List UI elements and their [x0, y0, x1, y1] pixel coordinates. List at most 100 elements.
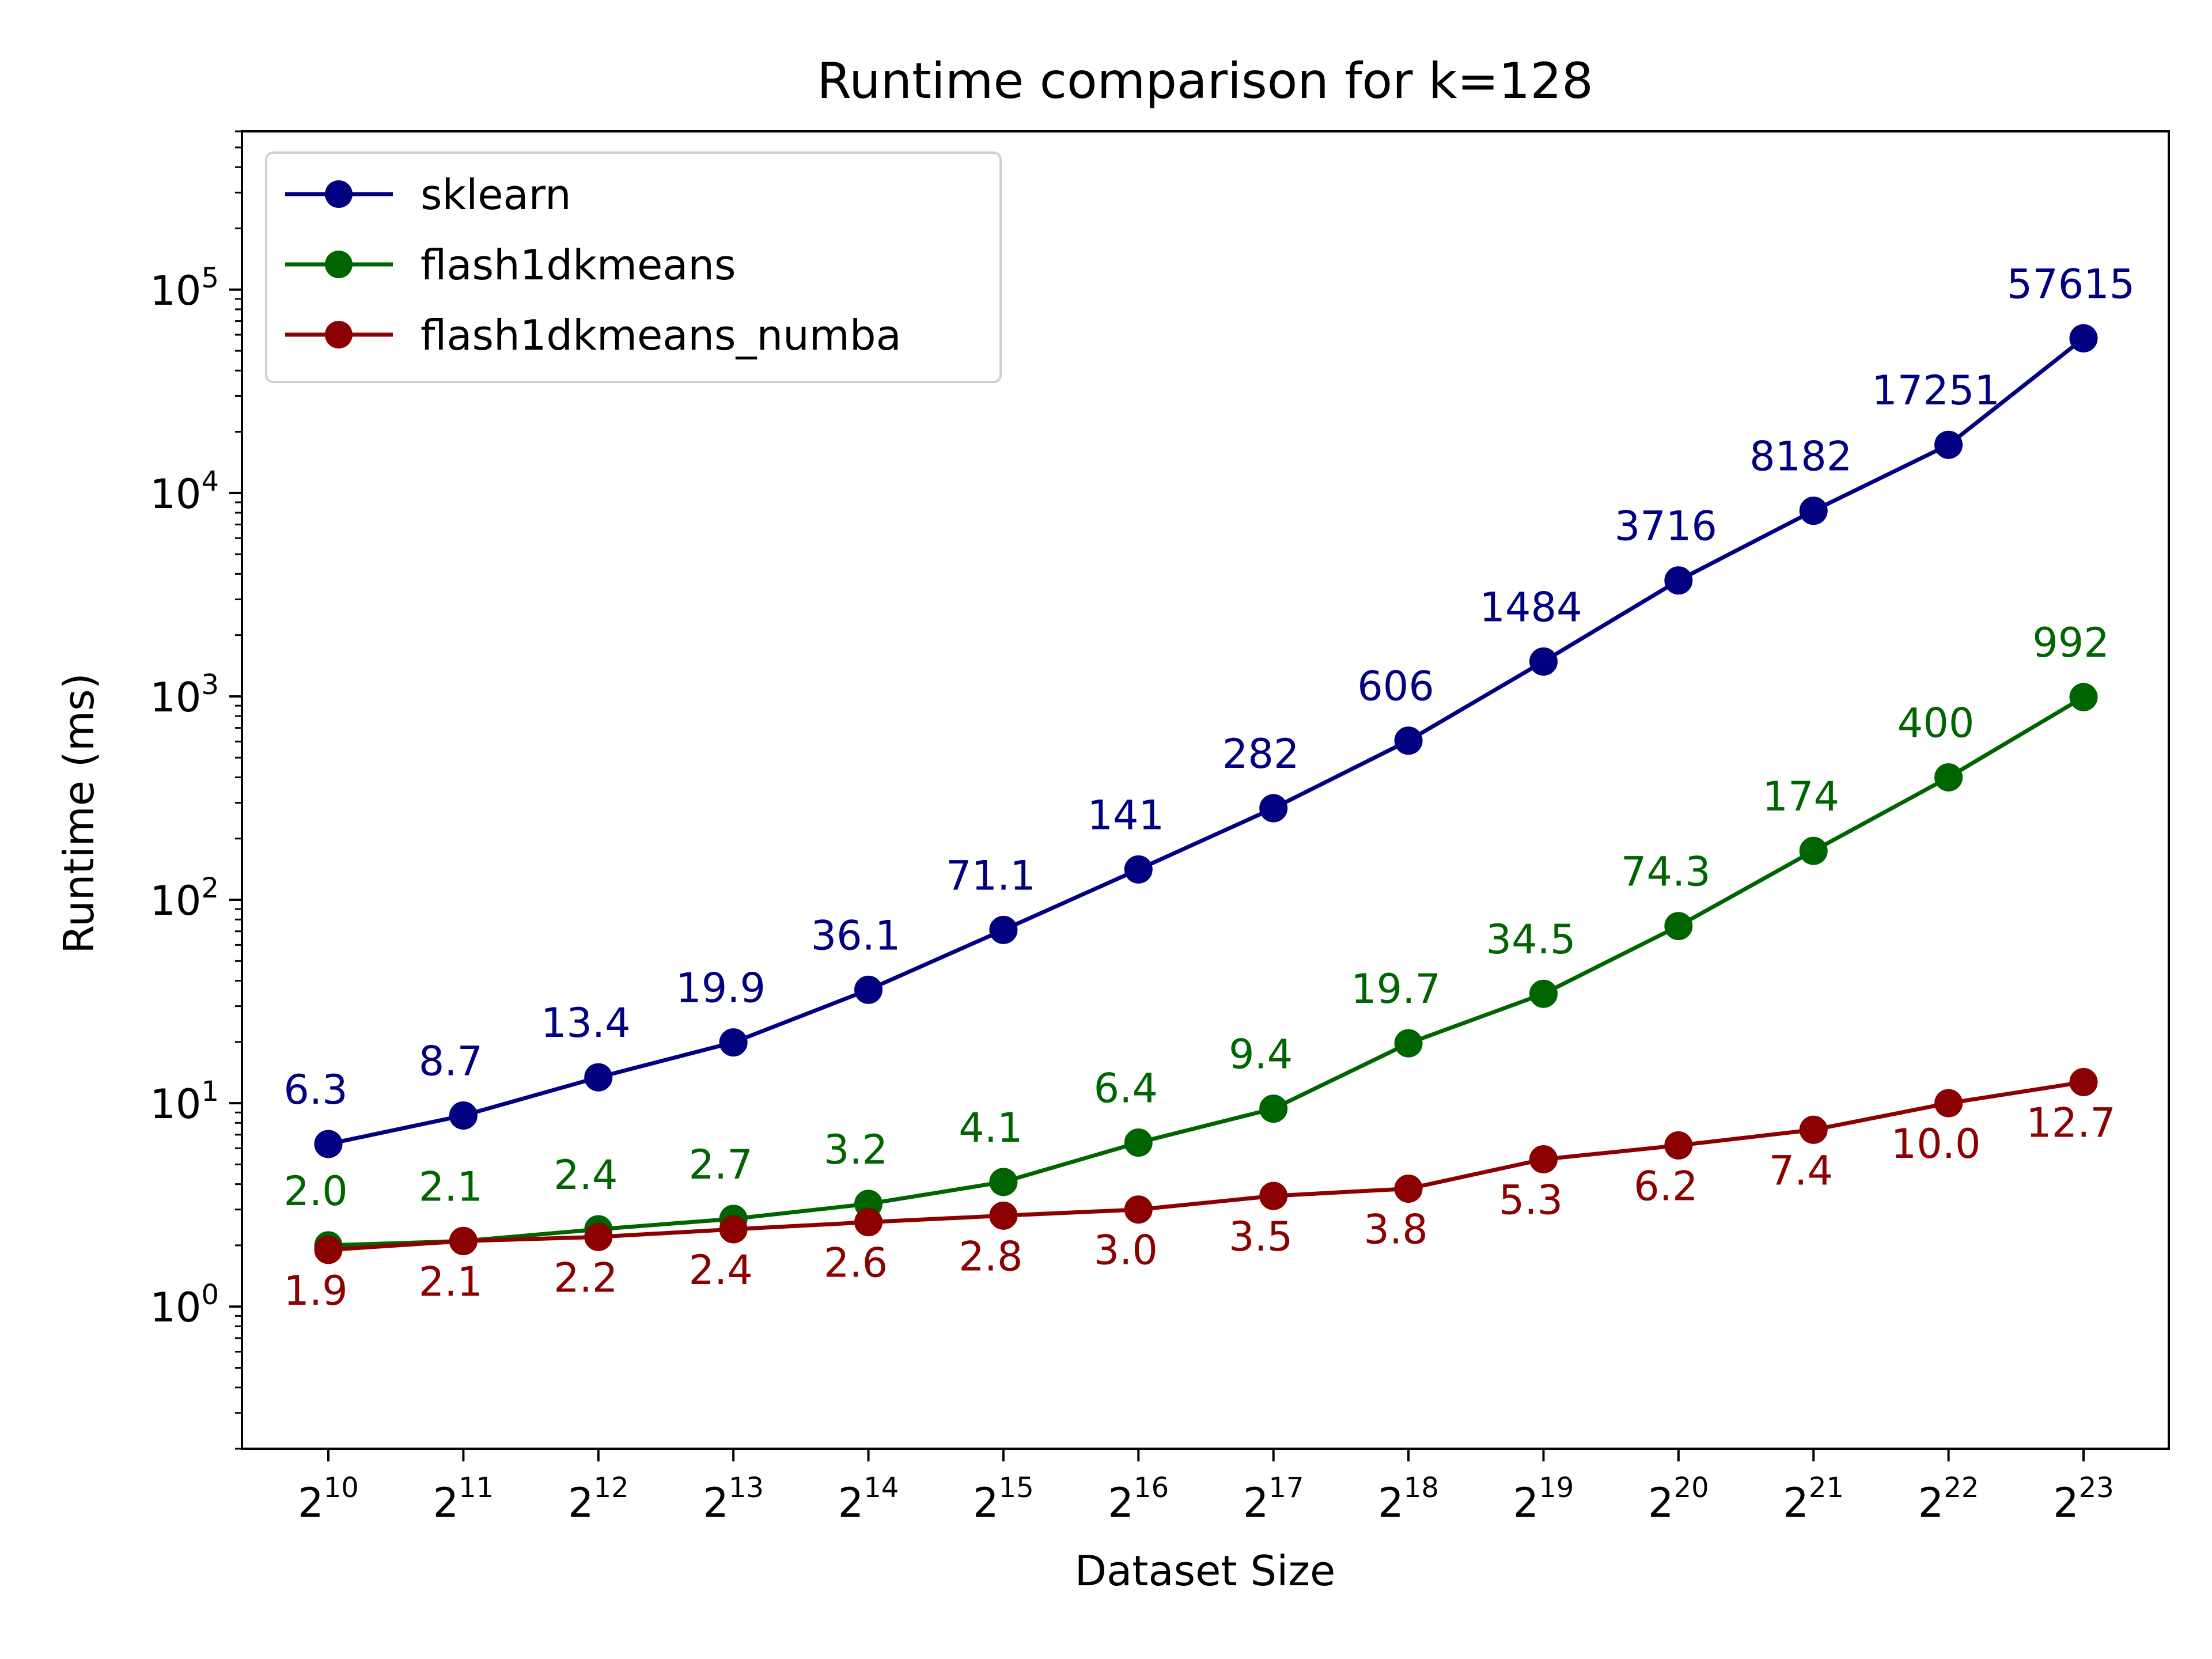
data-label: 74.3 [1621, 849, 1711, 896]
x-tick-label: 221 [1783, 1472, 1844, 1527]
data-label: 2.0 [283, 1168, 347, 1215]
data-label: 9.4 [1229, 1031, 1293, 1078]
data-point [1799, 836, 1828, 865]
chart-title: Runtime comparison for k=128 [817, 52, 1593, 110]
legend-marker [325, 321, 353, 349]
data-label: 6.3 [283, 1066, 347, 1113]
data-point [449, 1226, 478, 1255]
x-tick-label: 210 [298, 1472, 359, 1527]
x-tick-label: 211 [433, 1472, 494, 1527]
data-label: 13.4 [541, 999, 631, 1047]
data-point [1934, 430, 1963, 459]
data-point [719, 1028, 748, 1057]
data-label: 400 [1897, 699, 1975, 747]
data-point [584, 1222, 613, 1251]
series-sklearn: 6.3 8.7 13.4 19.9 36.1 71.1 141 282 606 1484 3716 8… [283, 260, 2135, 1158]
data-label: 12.7 [2026, 1099, 2116, 1146]
data-label: 3.2 [824, 1126, 888, 1173]
data-label: 10.0 [1891, 1120, 1981, 1168]
data-label: 1.9 [283, 1267, 347, 1315]
data-point [854, 1208, 883, 1237]
y-tick-label: 104 [150, 465, 219, 518]
data-label: 992 [2032, 619, 2109, 666]
x-tick-label: 220 [1648, 1472, 1709, 1527]
x-tick-label: 212 [568, 1472, 629, 1527]
y-tick-label: 102 [150, 872, 219, 925]
data-label: 3.5 [1229, 1213, 1293, 1260]
y-axis-label: Runtime (ms) [55, 673, 103, 953]
series-flash1dkmeans: 2.0 2.1 2.4 2.7 3.2 4.1 6.4 9.4 19.7 34.5 74.3 174 4… [283, 619, 2109, 1260]
x-tick-label: 219 [1513, 1472, 1574, 1527]
data-point [314, 1236, 343, 1264]
legend-marker [325, 251, 353, 278]
data-point [989, 1168, 1018, 1196]
data-point [1529, 979, 1558, 1008]
data-point [989, 1201, 1018, 1230]
data-point [1259, 1181, 1288, 1210]
data-label: 3716 [1615, 503, 1717, 550]
data-point [1124, 1128, 1153, 1157]
data-label: 7.4 [1769, 1147, 1833, 1194]
data-label: 8182 [1749, 433, 1852, 480]
data-point [1394, 726, 1423, 755]
y-tick-label: 100 [150, 1279, 219, 1331]
data-label: 282 [1222, 730, 1300, 778]
y-tick-label: 103 [150, 669, 219, 721]
data-point [1934, 1089, 1963, 1118]
data-point [854, 975, 883, 1004]
legend-box [265, 151, 1002, 383]
x-tick-label: 217 [1243, 1472, 1304, 1527]
data-point [1124, 1195, 1153, 1224]
data-point [1799, 1115, 1828, 1144]
x-tick-label: 214 [838, 1472, 899, 1527]
x-tick-label: 215 [973, 1472, 1034, 1527]
plot-frame [241, 130, 2170, 1450]
series-line-flash1dkmeans_numba [328, 1080, 2084, 1252]
data-label: 19.9 [676, 965, 766, 1012]
legend: sklearn flash1dkmeans flash1dkmeans_numba [265, 151, 1002, 383]
y-axis-ticks: 100 101 102 103 104 105 [150, 130, 242, 1450]
data-label: 606 [1357, 663, 1434, 710]
data-point [1664, 566, 1693, 595]
legend-label: sklearn [421, 171, 571, 219]
data-label: 17251 [1872, 367, 2000, 414]
data-label: 1484 [1479, 584, 1582, 631]
data-label: 2.1 [419, 1163, 483, 1210]
data-label: 2.4 [688, 1247, 752, 1294]
data-label: 3.0 [1094, 1227, 1158, 1274]
data-point [1394, 1174, 1423, 1203]
data-label: 8.7 [419, 1037, 483, 1085]
series-flash1dkmeans_numba: 1.9 2.1 2.2 2.4 2.6 2.8 3.0 3.5 3.8 5.3 6.2 7.4 10.0… [283, 1067, 2116, 1315]
data-label: 57615 [2007, 260, 2135, 308]
data-label: 36.1 [811, 912, 901, 959]
legend-label: flash1dkmeans [421, 241, 736, 289]
data-label: 2.4 [554, 1152, 618, 1199]
data-label: 6.4 [1094, 1065, 1158, 1112]
y-tick-label: 105 [150, 262, 219, 315]
data-point [2069, 683, 2098, 711]
data-label: 5.3 [1499, 1176, 1563, 1224]
data-point [1664, 912, 1693, 941]
data-label: 141 [1088, 791, 1165, 839]
data-point [2069, 1067, 2098, 1096]
data-label: 3.8 [1363, 1206, 1427, 1253]
x-tick-label: 213 [703, 1472, 764, 1527]
data-point [1529, 647, 1558, 676]
data-point [1664, 1131, 1693, 1160]
data-point [2069, 324, 2098, 353]
x-axis-label: Dataset Size [1075, 1547, 1336, 1595]
data-point [1124, 855, 1153, 884]
y-tick-label: 101 [150, 1075, 219, 1128]
x-tick-label: 218 [1378, 1472, 1439, 1527]
x-tick-label: 222 [1918, 1472, 1979, 1527]
data-point [314, 1130, 343, 1158]
x-tick-label: 223 [2053, 1472, 2114, 1527]
x-axis-ticks: 210 211 212 213 214 215 216 217 218 219 220 221 222 2… [298, 1449, 2114, 1527]
data-point [1799, 497, 1828, 525]
data-point [989, 915, 1018, 944]
data-label: 34.5 [1486, 916, 1576, 963]
data-point [1394, 1029, 1423, 1058]
x-tick-label: 216 [1108, 1472, 1169, 1527]
data-label: 174 [1762, 773, 1839, 820]
